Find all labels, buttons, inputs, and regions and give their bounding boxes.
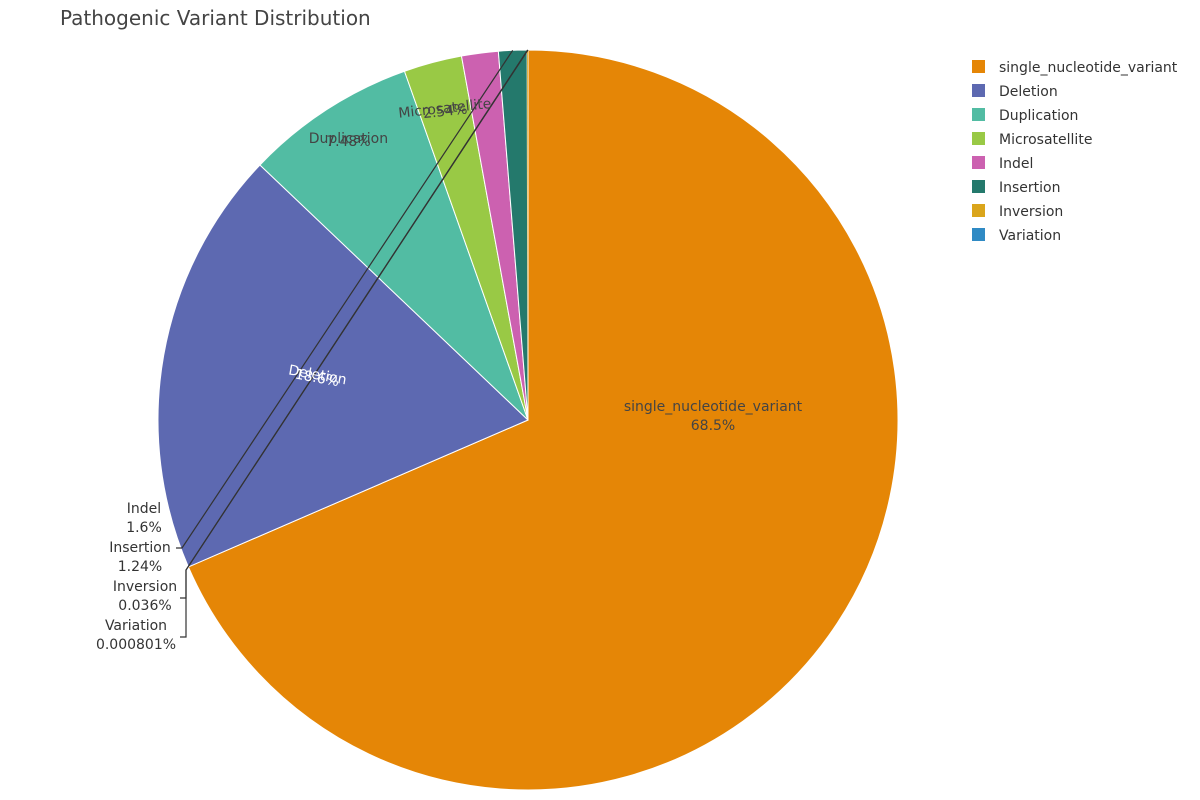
legend-swatch xyxy=(972,204,985,217)
legend-label: Inversion xyxy=(999,204,1063,220)
slice-label-duplication: Duplication7.48% xyxy=(309,131,388,150)
pie-slice-inversion xyxy=(527,49,528,421)
legend-item-indel[interactable]: Indel xyxy=(972,156,1033,172)
legend-swatch xyxy=(972,108,985,121)
legend-swatch xyxy=(972,228,985,241)
leader-line-insertion xyxy=(176,49,514,549)
pie-slice-deletion xyxy=(157,164,529,568)
legend-item-single-nucleotide-variant[interactable]: single_nucleotide_variant xyxy=(972,60,1178,76)
chart-title: Pathogenic Variant Distribution xyxy=(60,6,371,30)
legend-item-microsatellite[interactable]: Microsatellite xyxy=(972,132,1092,148)
legend-item-variation[interactable]: Variation xyxy=(972,228,1061,244)
slice-label-insertion: Insertion 1.24% xyxy=(109,540,170,575)
legend-label: Duplication xyxy=(999,108,1078,124)
legend-item-deletion[interactable]: Deletion xyxy=(972,84,1058,100)
legend-label: Indel xyxy=(999,156,1033,172)
pie-slice-single-nucleotide-variant xyxy=(187,49,899,791)
slice-label-indel: Indel 1.6% xyxy=(126,501,162,536)
slice-labels: single_nucleotide_variant 68.5% Deletion18… xyxy=(96,96,803,653)
leader-lines xyxy=(176,49,529,638)
legend-swatch xyxy=(972,156,985,169)
pie-slice-duplication xyxy=(259,70,529,421)
slice-label-deletion: Deletion18.6% xyxy=(287,362,348,391)
legend-item-inversion[interactable]: Inversion xyxy=(972,204,1063,220)
legend-swatch xyxy=(972,180,985,193)
legend-label: single_nucleotide_variant xyxy=(999,60,1178,76)
legend-item-duplication[interactable]: Duplication xyxy=(972,108,1078,124)
legend-label: Variation xyxy=(999,228,1061,244)
slice-label-variation: Variation 0.000801% xyxy=(96,618,176,653)
legend: single_nucleotide_variant Deletion Duplica… xyxy=(972,60,1178,244)
slice-label-inversion: Inversion 0.036% xyxy=(113,579,177,614)
legend-item-insertion[interactable]: Insertion xyxy=(972,180,1060,196)
slice-label-single-nucleotide-variant: single_nucleotide_variant 68.5% xyxy=(624,399,803,434)
legend-label: Microsatellite xyxy=(999,132,1092,148)
leader-line-variation xyxy=(180,49,529,638)
pie-slices xyxy=(157,49,899,791)
legend-swatch xyxy=(972,132,985,145)
legend-label: Deletion xyxy=(999,84,1058,100)
legend-label: Insertion xyxy=(999,180,1060,196)
legend-swatch xyxy=(972,84,985,97)
legend-swatch xyxy=(972,60,985,73)
